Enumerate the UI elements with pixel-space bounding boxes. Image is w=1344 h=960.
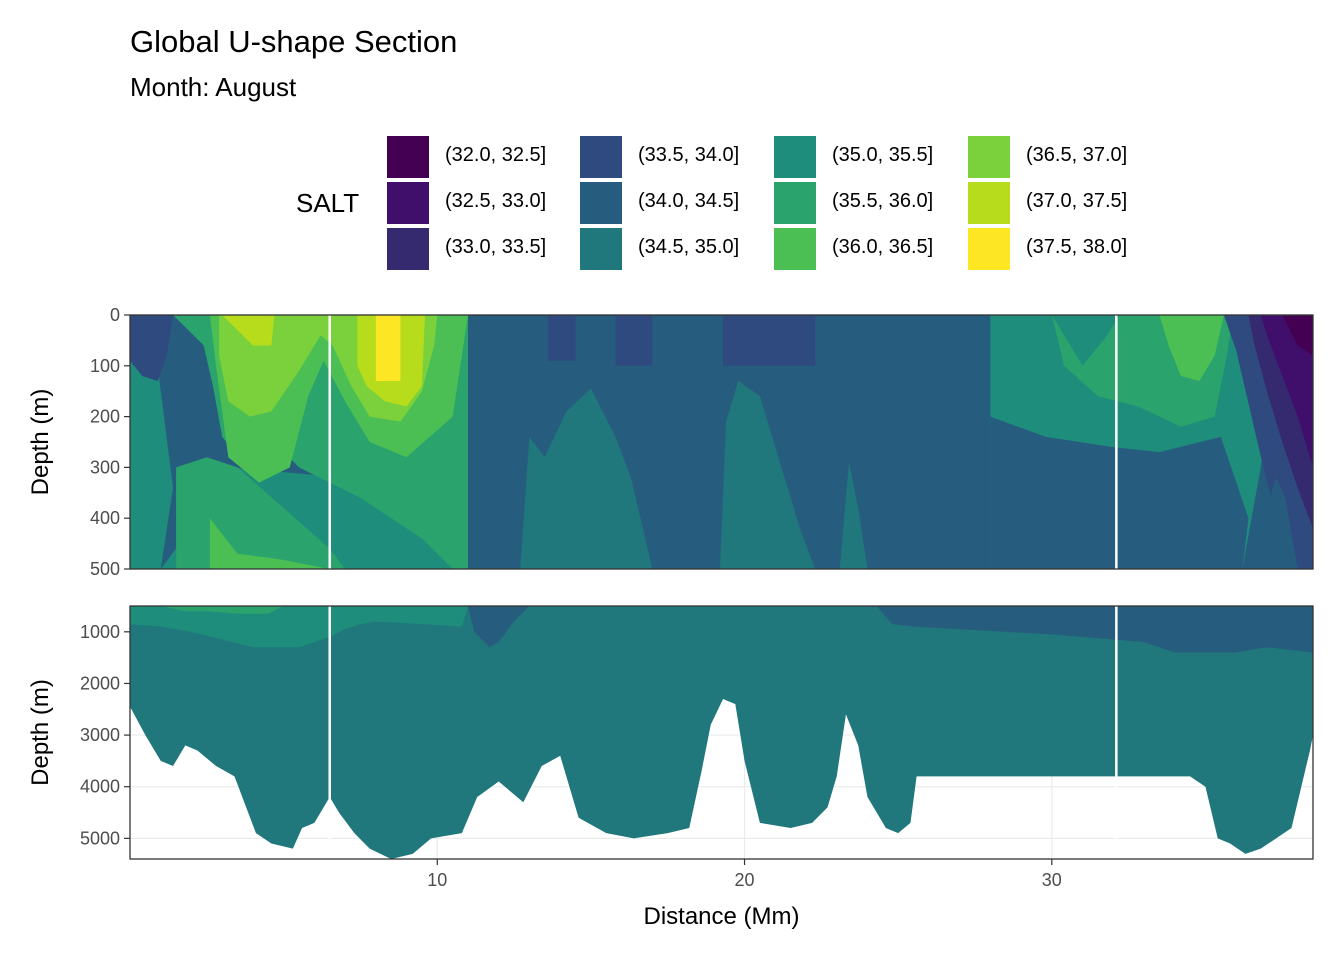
chart-title: Global U-shape Section [130,24,458,59]
legend-label: (34.0, 34.5] [638,190,740,212]
y-axis-title: Depth (m) [27,389,54,496]
legend-swatch [968,182,1010,224]
salinity-region [222,315,275,346]
salinity-field [130,315,1313,569]
salinity-region [615,315,653,366]
chart-subtitle: Month: August [130,72,297,102]
y-tick-label: 4000 [80,777,120,797]
salinity-field [130,606,1313,859]
x-tick-label: 20 [735,870,755,890]
legend-swatch [580,136,622,178]
salinity-region [1051,315,1120,366]
y-tick-label: 400 [90,508,120,528]
salinity-region [1263,477,1298,569]
legend-label: (34.5, 35.0] [638,236,740,258]
legend-swatch [968,136,1010,178]
y-tick-label: 0 [110,305,120,325]
legend-title: SALT [296,188,360,218]
y-tick-label: 5000 [80,828,120,848]
salinity-region [1260,315,1313,468]
panel-border [129,314,1314,570]
salinity-region [130,315,174,382]
y-tick-label: 500 [90,559,120,579]
legend-swatch [580,228,622,270]
salinity-region [876,606,1313,653]
legend-label: (32.0, 32.5] [445,144,547,166]
salinity-region [130,606,468,648]
legend-label: (35.5, 36.0] [832,190,934,212]
y-tick-label: 3000 [80,725,120,745]
salinity-region [723,315,816,366]
y-tick-label: 2000 [80,673,120,693]
panel-border [129,605,1314,860]
legend-label: (36.5, 37.0] [1026,144,1128,166]
salinity-region [130,315,174,569]
legend-swatch [580,182,622,224]
legend-label: (33.0, 33.5] [445,236,547,258]
legend-swatch [387,182,429,224]
legend-swatch [387,228,429,270]
salinity-region [209,518,330,569]
legend-label: (36.0, 36.5] [832,236,934,258]
salinity-region [1159,315,1224,382]
salinity-region [520,388,653,569]
legend-swatch [774,136,816,178]
legend-label: (35.0, 35.5] [832,144,934,166]
legend-label: (33.5, 34.0] [638,144,740,166]
salinity-region [990,416,1249,569]
legend-label: (32.5, 33.0] [445,190,547,212]
x-tick-label: 30 [1042,870,1062,890]
salinity-region [375,315,401,382]
x-tick-label: 10 [427,870,447,890]
y-tick-label: 200 [90,407,120,427]
salinity-region [839,462,868,569]
legend-swatch [968,228,1010,270]
salinity-region [1282,315,1313,356]
salinity-region [160,606,284,614]
legend-swatch [774,182,816,224]
legend-label: (37.0, 37.5] [1026,190,1128,212]
y-tick-label: 300 [90,457,120,477]
salinity-region [468,606,530,648]
panel-upper: 0 100 200 300 400 500 Depth (m) [27,305,1314,579]
salinity-base-region [130,606,1313,859]
salinity-region [719,381,816,569]
panel-lower: 1000 2000 3000 4000 5000 Depth (m) 10 20 30 Dista… [27,605,1314,930]
legend-swatch [387,136,429,178]
x-axis-title: Distance (Mm) [643,903,799,930]
salinity-region [547,315,576,361]
y-axis-title: Depth (m) [27,679,54,786]
y-tick-label: 1000 [80,622,120,642]
legend-swatch [774,228,816,270]
legend-label: (37.5, 38.0] [1026,236,1128,258]
y-tick-label: 100 [90,356,120,376]
